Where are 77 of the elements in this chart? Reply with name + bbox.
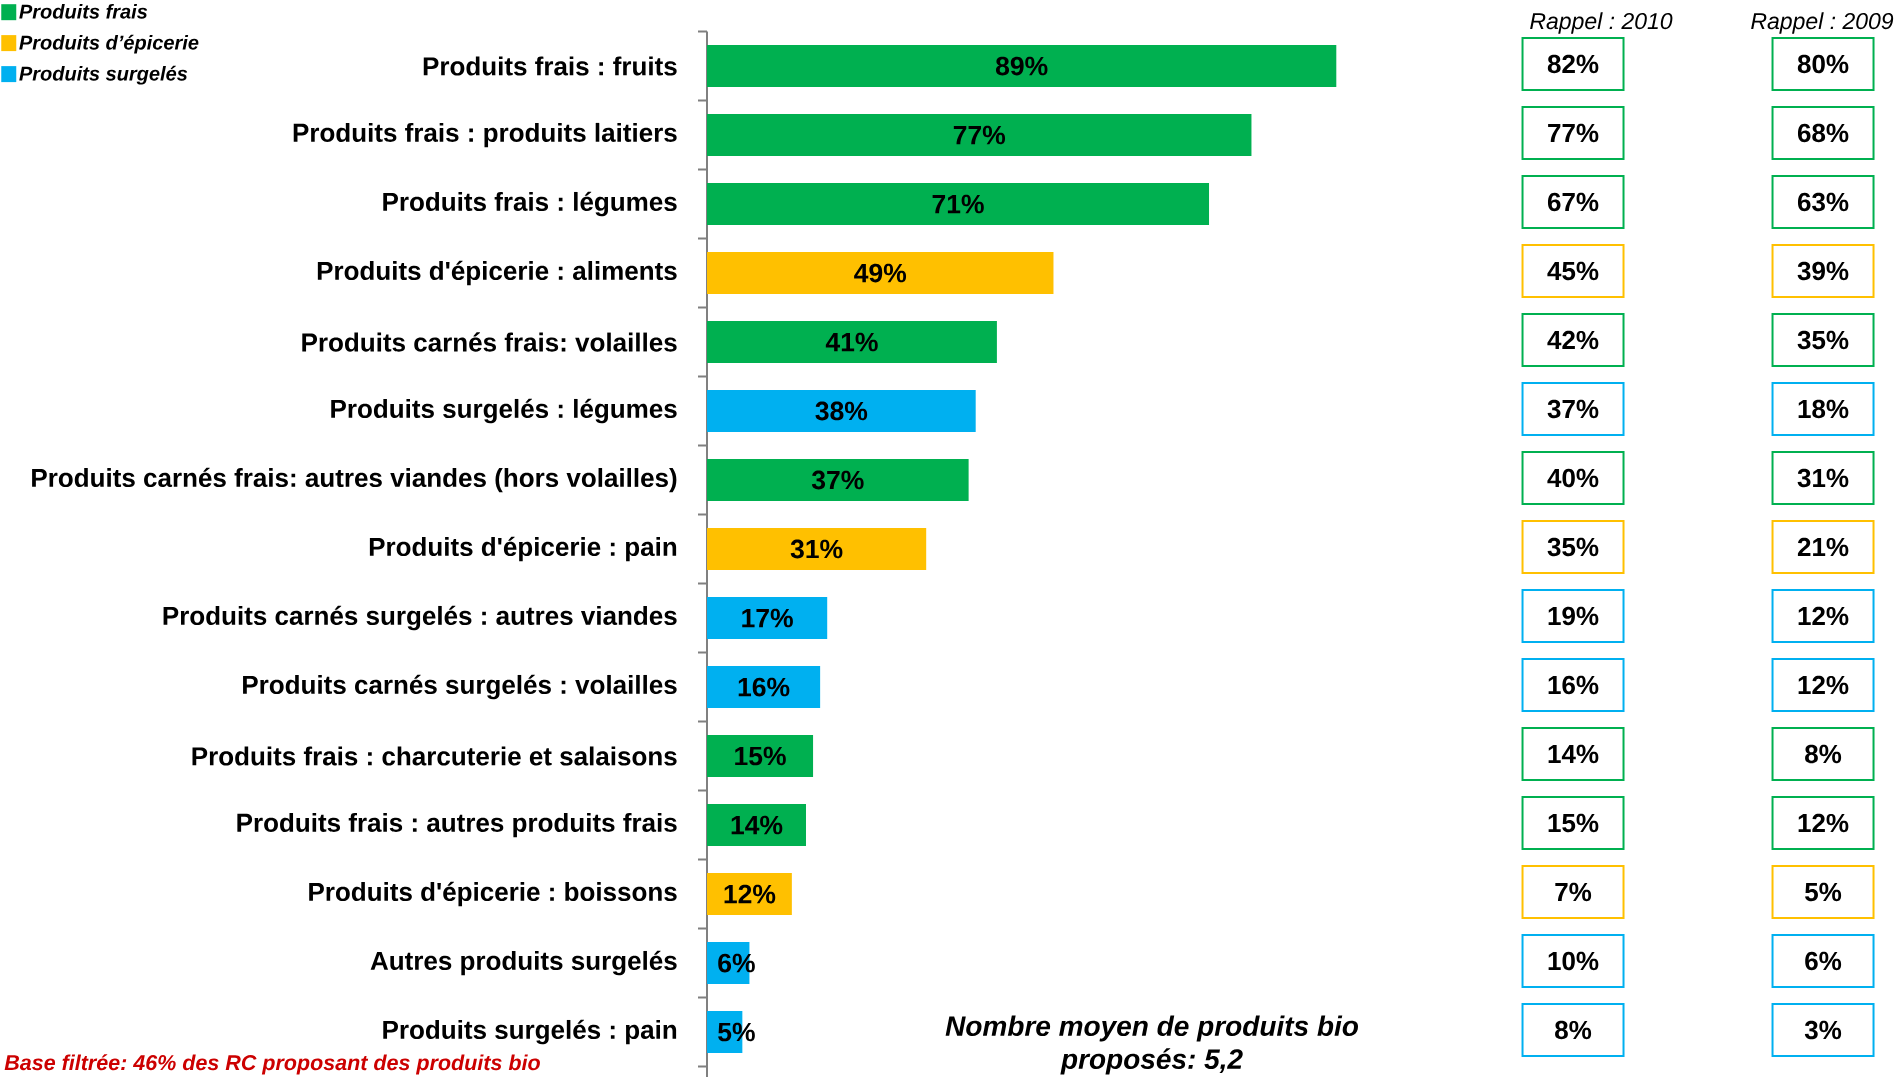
data-label: 37%: [811, 470, 864, 490]
text: 37%: [1547, 399, 1599, 419]
text: 68%: [1797, 123, 1849, 143]
text: 45%: [1547, 261, 1599, 281]
text: 39%: [1797, 261, 1849, 281]
text: 3%: [1804, 1020, 1842, 1040]
y-tick-label: Produits frais : légumes: [383, 191, 677, 217]
data-label: 15%: [735, 746, 786, 766]
text: 80%: [1797, 54, 1849, 74]
text: 67%: [1547, 192, 1599, 212]
text: 8%: [1805, 744, 1842, 764]
text: 5%: [1805, 882, 1842, 902]
data-label: 41%: [825, 332, 878, 352]
text: Base filtrée: 46% des RC proposant des produits bio: [4, 1054, 540, 1075]
y-tick-label: Autres produits surgelés: [370, 950, 677, 976]
legend-label: Produits d’épicerie: [19, 34, 199, 54]
text: 12%: [1798, 813, 1849, 833]
data-label: 71%: [932, 194, 984, 214]
y-tick-label: Produits carnés surgelés : volailles: [243, 674, 677, 700]
text: 63%: [1797, 192, 1849, 212]
y-tick-label: Produits d'épicerie : boissons: [309, 881, 677, 907]
text: 19%: [1548, 606, 1599, 626]
text: 82%: [1547, 54, 1599, 74]
bar: [707, 459, 969, 502]
text: 35%: [1797, 330, 1849, 350]
bar: [707, 183, 1210, 226]
data-label: 17%: [742, 608, 793, 628]
data-label: 77%: [953, 125, 1006, 145]
bar: [707, 735, 814, 778]
bar: [707, 390, 976, 433]
text: 6%: [1805, 951, 1842, 971]
bar: [707, 804, 806, 847]
text: 12%: [1798, 606, 1849, 626]
bar: [707, 666, 821, 709]
bar: [707, 321, 997, 364]
legend-label: Produits frais: [19, 3, 148, 19]
y-tick-label: Produits frais : charcuterie et salaisons: [192, 746, 677, 766]
text: 7%: [1555, 882, 1592, 902]
data-label: 49%: [854, 263, 907, 283]
data-label: 31%: [790, 539, 843, 559]
bar: [707, 597, 828, 640]
y-tick-label: Produits frais : autres produits frais: [237, 812, 677, 838]
text: 14%: [1548, 744, 1599, 764]
text: 10%: [1548, 951, 1599, 971]
bar: [707, 252, 1054, 295]
text: 16%: [1548, 675, 1599, 695]
text: 40%: [1547, 468, 1599, 488]
text: 31%: [1797, 468, 1849, 488]
legend-label: Produits surgelés: [19, 65, 188, 85]
data-label: 38%: [815, 401, 868, 421]
y-tick-label: Produits d'épicerie : pain: [369, 536, 677, 562]
y-tick-label: Produits carnés surgelés : autres viandes: [163, 605, 677, 631]
bar: [707, 45, 1337, 88]
y-tick-label: Produits frais : produits laitiers: [293, 122, 677, 148]
y-tick-label: Produits frais : fruits: [423, 56, 677, 76]
bar: [707, 114, 1252, 157]
text: 21%: [1797, 537, 1849, 557]
text: 42%: [1547, 330, 1599, 350]
text: Rappel : 2010: [1530, 12, 1673, 34]
text: 77%: [1548, 123, 1599, 143]
y-tick-label: Produits carnés frais: volailles: [302, 332, 677, 352]
data-label: 89%: [995, 56, 1048, 76]
y-tick-label: Produits carnés frais: autres viandes (hors volailles): [32, 467, 677, 493]
annotation: Nombre moyen de produits bio proposés: 5,2: [945, 1015, 1359, 1075]
text: 18%: [1798, 399, 1849, 419]
text: Rappel : 2009: [1751, 12, 1894, 34]
text: 15%: [1548, 813, 1599, 833]
text: 8%: [1555, 1020, 1592, 1040]
y-tick-label: Produits surgelés : pain: [383, 1019, 677, 1045]
y-tick-label: Produits d'épicerie : aliments: [317, 260, 677, 286]
data-label: 16%: [738, 677, 790, 697]
bar: [707, 528, 927, 571]
text: 35%: [1547, 537, 1599, 557]
data-label: 14%: [731, 815, 783, 835]
text: 12%: [1798, 675, 1849, 695]
y-tick-label: Produits surgelés : légumes: [331, 398, 677, 424]
data-label: 12%: [724, 884, 776, 904]
